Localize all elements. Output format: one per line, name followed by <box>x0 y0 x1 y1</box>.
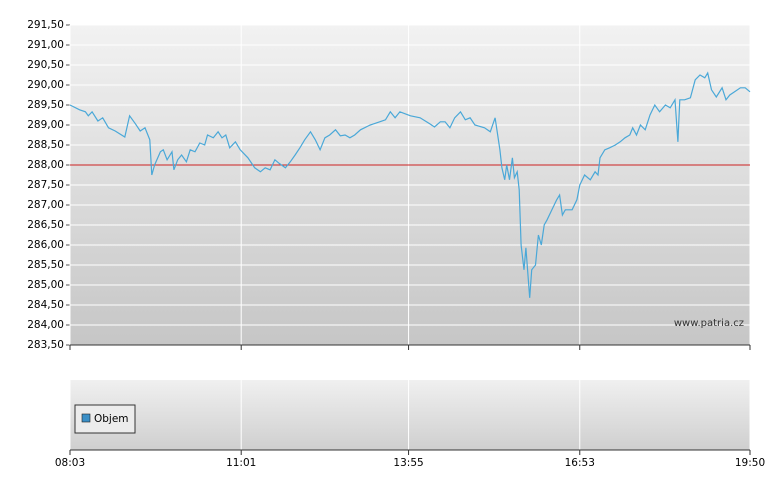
y-tick-label: 284,00 <box>27 319 64 331</box>
x-tick-label: 08:03 <box>55 457 85 469</box>
y-tick-label: 287,50 <box>27 179 64 191</box>
legend-swatch <box>81 413 91 423</box>
y-tick-label: 286,00 <box>27 239 64 251</box>
y-tick-label: 284,50 <box>27 299 64 311</box>
y-tick-label: 291,50 <box>27 19 64 31</box>
y-tick-label: 283,50 <box>27 339 64 351</box>
watermark: www.patria.cz <box>674 318 744 329</box>
price-line <box>69 71 751 298</box>
y-tick-label: 289,00 <box>27 119 64 131</box>
x-tick-label: 16:53 <box>565 457 595 469</box>
y-tick-label: 291,00 <box>27 39 64 51</box>
legend-label: Objem <box>94 413 129 425</box>
volume-panel <box>70 380 750 450</box>
y-tick-label: 288,50 <box>27 139 64 151</box>
y-tick-label: 290,50 <box>27 59 64 71</box>
y-tick-label: 287,00 <box>27 199 64 211</box>
x-tick-label: 13:55 <box>393 457 423 469</box>
y-tick-label: 286,50 <box>27 219 64 231</box>
y-tick-label: 289,50 <box>27 99 64 111</box>
y-tick-label: 288,00 <box>27 159 64 171</box>
x-tick-label: 11:01 <box>226 457 256 469</box>
x-tick-label: 19:50 <box>735 457 765 469</box>
y-tick-label: 290,00 <box>27 79 64 91</box>
y-tick-label: 285,50 <box>27 259 64 271</box>
y-tick-label: 285,00 <box>27 279 64 291</box>
